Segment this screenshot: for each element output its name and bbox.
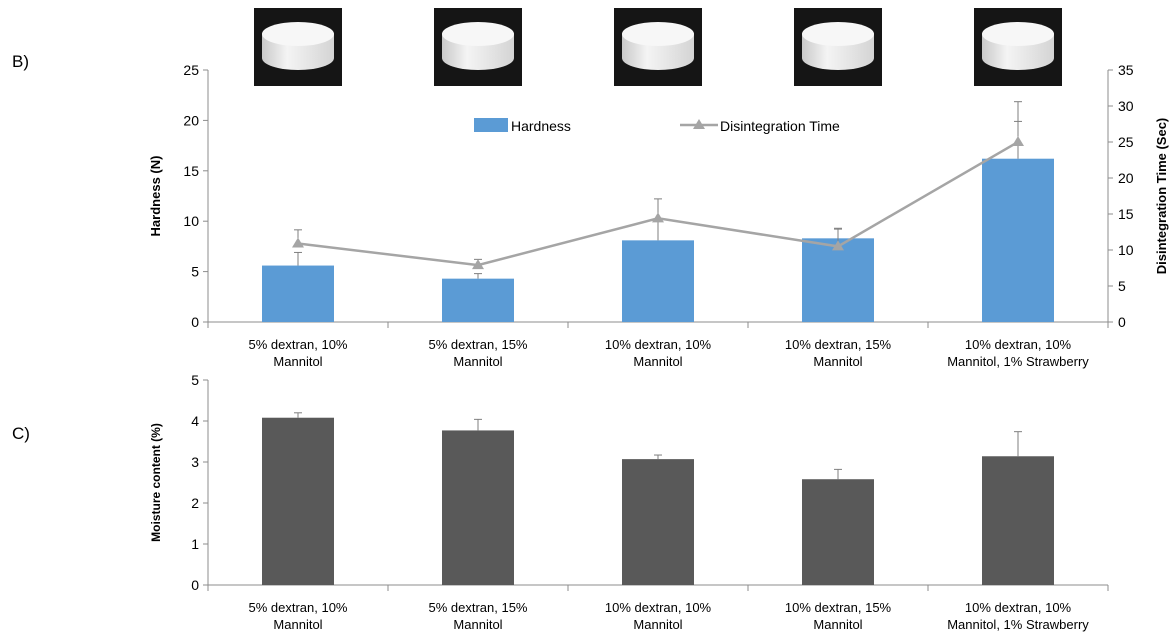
hardness-error-bar [474, 273, 482, 279]
y-axis-title: Moisture content (%) [149, 423, 163, 542]
x-tick-label: 10% dextran, 15% Mannitol [785, 337, 892, 369]
y2-tick-label: 25 [1118, 134, 1134, 150]
panel-b-label: B) [12, 52, 29, 71]
moisture-bar [442, 430, 514, 585]
y2-tick-label: 35 [1118, 62, 1134, 78]
tablet-top [802, 22, 874, 46]
y-tick-label: 20 [183, 112, 199, 128]
x-tick-label: 5% dextran, 10% Mannitol [248, 600, 347, 632]
hardness-bar [622, 240, 694, 322]
disintegration-point [1012, 136, 1024, 146]
tablet-photos [254, 8, 1062, 86]
legend-label-disintegration: Disintegration Time [720, 118, 840, 134]
x-tick-label: 10% dextran, 10% Mannitol, 1% Strawberry [947, 337, 1089, 369]
moisture-error-bar [834, 468, 842, 480]
y2-axis-title: Disintegration Time (Sec) [1154, 118, 1169, 275]
tablet-photo [254, 8, 342, 86]
y-tick-label: 0 [191, 314, 199, 330]
moisture-bar [262, 417, 334, 585]
y2-tick-label: 15 [1118, 206, 1134, 222]
x-tick-label: 5% dextran, 15% Mannitol [428, 600, 527, 632]
y2-tick-label: 20 [1118, 170, 1134, 186]
moisture-bar [622, 459, 694, 585]
tablet-top [262, 22, 334, 46]
y-tick-label: 5 [191, 264, 199, 280]
y2-tick-label: 0 [1118, 314, 1126, 330]
moisture-bar [982, 456, 1054, 585]
disintegration-point [832, 240, 844, 251]
disintegration-point [472, 259, 484, 270]
tablet-photo [614, 8, 702, 86]
moisture-error-bar [654, 454, 662, 460]
hardness-bar [802, 238, 874, 322]
disintegration-point [652, 212, 664, 223]
tablet-photo [974, 8, 1062, 86]
hardness-error-bar [654, 220, 662, 241]
tablet-top [982, 22, 1054, 46]
x-tick-label: 5% dextran, 15% Mannitol [428, 337, 527, 369]
x-tick-label: 10% dextran, 15% Mannitol [785, 600, 892, 632]
legend-swatch-hardness [474, 118, 508, 132]
disintegration-point [292, 237, 304, 248]
x-tick-label: 10% dextran, 10% Mannitol [605, 600, 712, 632]
y2-tick-label: 30 [1118, 98, 1134, 114]
hardness-error-bar [294, 251, 302, 266]
moisture-error-bar [294, 412, 302, 418]
hardness-bar [442, 278, 514, 322]
x-tick-label: 10% dextran, 10% Mannitol [605, 337, 712, 369]
chart-moisture-content: 0 1 2 3 4 5 5% dextran, 10% Mannitol 5% dextran,… [149, 372, 1109, 632]
y-tick-label: 1 [191, 536, 199, 552]
y-tick-label: 2 [191, 495, 199, 511]
moisture-error-bar [1014, 431, 1022, 457]
y-tick-label: 3 [191, 454, 199, 470]
legend-marker-disintegration [693, 119, 705, 129]
y2-tick-label: 5 [1118, 278, 1126, 294]
hardness-bar [262, 265, 334, 322]
y-tick-label: 25 [183, 62, 199, 78]
y-tick-label: 4 [191, 413, 199, 429]
tablet-top [622, 22, 694, 46]
y-tick-label: 5 [191, 372, 199, 388]
tablet-photo [434, 8, 522, 86]
moisture-bar [802, 479, 874, 585]
x-tick-label: 10% dextran, 10% Mannitol, 1% Strawberry [947, 600, 1089, 632]
legend: Hardness Disintegration Time [474, 118, 840, 134]
y-tick-label: 0 [191, 577, 199, 593]
legend-label-hardness: Hardness [511, 118, 571, 134]
y-tick-label: 10 [183, 213, 199, 229]
moisture-error-bar [474, 418, 482, 431]
tablet-photo [794, 8, 882, 86]
hardness-bar [982, 158, 1054, 322]
chart-hardness-disintegration: 0 5 10 15 20 25 0 5 10 15 20 25 30 35 5% dextran, 10% M… [148, 62, 1169, 369]
x-tick-label: 5% dextran, 10% Mannitol [248, 337, 347, 369]
disintegration-error-bar [1014, 101, 1022, 142]
tablet-top [442, 22, 514, 46]
y-tick-label: 15 [183, 163, 199, 179]
y2-tick-label: 10 [1118, 242, 1134, 258]
panel-c-label: C) [12, 424, 30, 443]
y-axis-title: Hardness (N) [148, 156, 163, 237]
